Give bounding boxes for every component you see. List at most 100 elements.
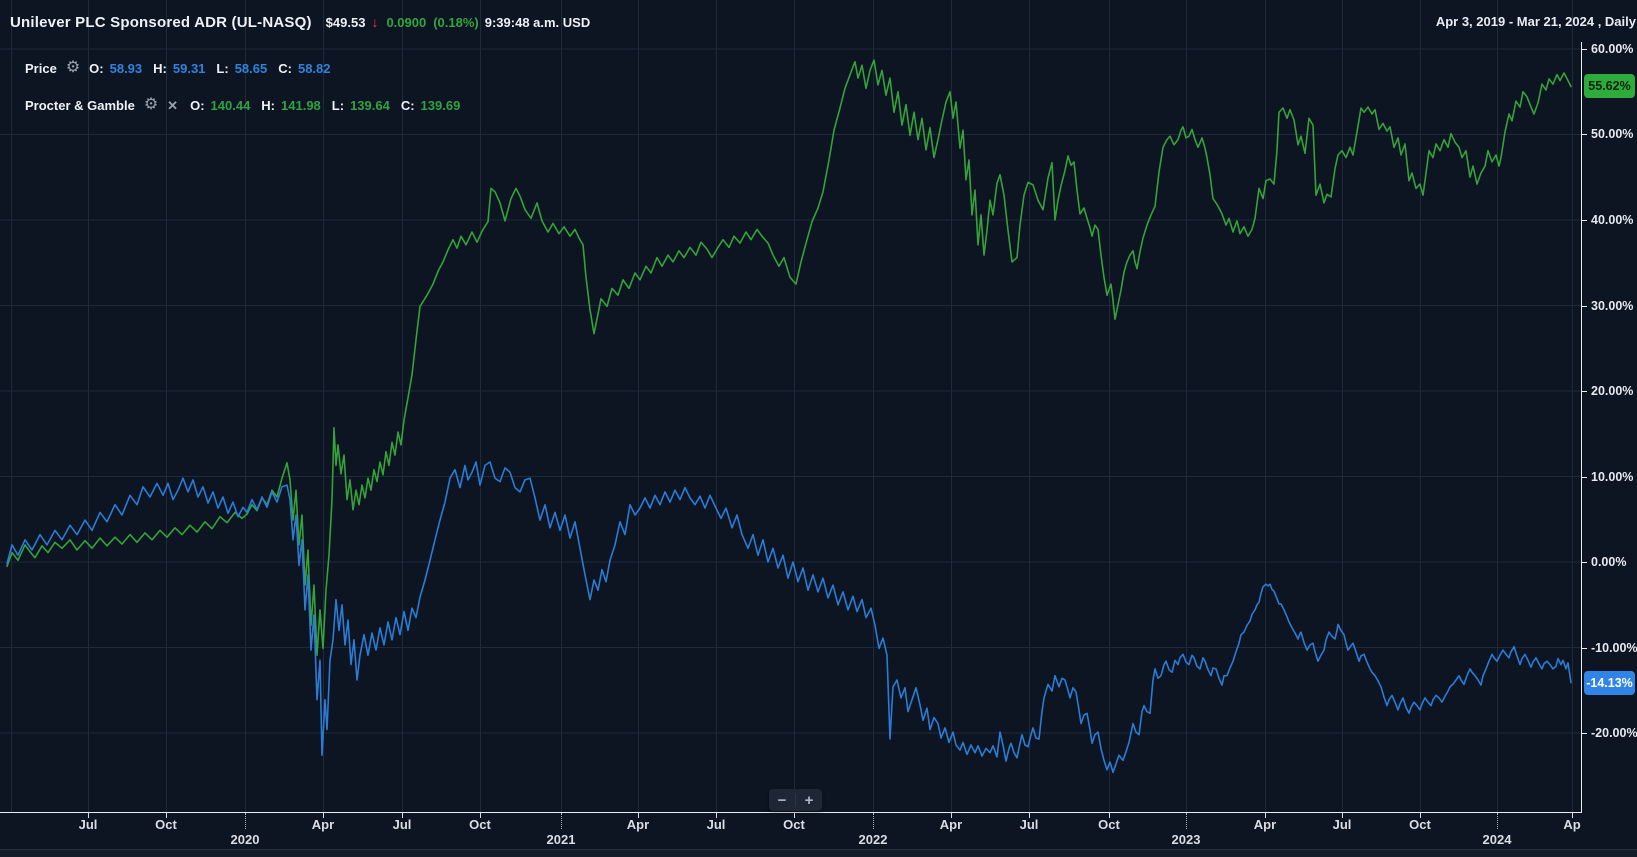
- date-range: Apr 3, 2019 - Mar 21, 2024 , Daily: [1435, 14, 1636, 29]
- h-key: H:: [261, 97, 276, 113]
- c-value: 139.69: [420, 97, 461, 113]
- price-axis-tick: [1582, 391, 1587, 392]
- last-value-badge: 55.62%: [1584, 74, 1635, 98]
- h-key: H:: [153, 60, 167, 76]
- time-axis-tick: [1265, 813, 1266, 818]
- close-icon[interactable]: ✕: [167, 97, 179, 113]
- time-axis-tick: [794, 813, 795, 818]
- month-label: Apr: [1253, 817, 1277, 832]
- zoom-divider: [795, 793, 796, 807]
- price-down-arrow-icon: ↓: [371, 14, 379, 30]
- time-axis-tick: [402, 813, 403, 818]
- month-label: Jul: [392, 817, 412, 832]
- o-value: 58.93: [109, 60, 143, 76]
- year-tick-dotted: [1497, 813, 1498, 829]
- o-key: O:: [190, 97, 205, 113]
- zoom-in-button[interactable]: +: [804, 791, 814, 809]
- quote-time: 9:39:48 a.m. USD: [484, 14, 591, 30]
- l-value: 58.65: [234, 60, 268, 76]
- chart-plot[interactable]: [0, 0, 1581, 812]
- time-axis-tick: [1109, 813, 1110, 818]
- c-value: 58.82: [297, 60, 331, 76]
- o-value: 140.44: [210, 97, 251, 113]
- price-axis-label: 40.00%: [1591, 213, 1634, 227]
- price-change-percent: (0.18%): [433, 14, 479, 30]
- bottom-edge-strip: [0, 849, 1637, 857]
- month-label: Jul: [1019, 817, 1039, 832]
- c-key: C:: [400, 97, 415, 113]
- h-value: 141.98: [281, 97, 321, 113]
- time-axis-tick: [1029, 813, 1030, 818]
- gear-icon[interactable]: ⚙: [65, 59, 81, 76]
- ul-series-line: [6, 461, 1572, 774]
- price-axis-tick: [1582, 648, 1587, 649]
- price-axis-tick: [1582, 562, 1587, 563]
- l-key: L:: [216, 60, 229, 76]
- year-tick-dotted: [1186, 813, 1187, 829]
- time-axis-tick: [88, 813, 89, 818]
- month-label: Apr: [626, 817, 650, 832]
- time-axis-tick: [323, 813, 324, 818]
- month-label: Jul: [706, 817, 726, 832]
- price-axis-label: 60.00%: [1591, 42, 1634, 56]
- time-axis-tick: [166, 813, 167, 818]
- month-label: Apr: [939, 817, 963, 832]
- year-label: 2021: [546, 832, 576, 847]
- compare-ohlc: O: 140.44 H: 141.98 L: 139.64 C: 139.69: [190, 98, 465, 113]
- year-label: 2020: [230, 832, 260, 847]
- gear-icon[interactable]: ⚙: [143, 96, 159, 113]
- year-label: 2022: [858, 832, 888, 847]
- price-axis-tick: [1582, 220, 1587, 221]
- l-value: 139.64: [350, 97, 390, 113]
- price-axis-tick: [1582, 306, 1587, 307]
- price-ohlc: O: 58.93 H: 59.31 L: 58.65 C: 58.82: [89, 61, 335, 76]
- time-axis-tick: [1342, 813, 1343, 818]
- month-label: Oct: [1409, 817, 1431, 832]
- year-tick-dotted: [561, 813, 562, 829]
- year-tick-dotted: [245, 813, 246, 829]
- top-bar: Unilever PLC Sponsored ADR (UL-NASQ) $49…: [0, 0, 1637, 44]
- compare-series-label[interactable]: Procter & Gamble: [25, 97, 135, 113]
- year-label: 2024: [1482, 832, 1512, 847]
- price-axis-label: 20.00%: [1591, 384, 1634, 398]
- time-axis-tick: [1420, 813, 1421, 818]
- price-axis-tick: [1582, 477, 1587, 478]
- year-tick-dotted: [873, 813, 874, 829]
- zoom-control: − +: [769, 789, 822, 811]
- legend-row-compare: Procter & Gamble ⚙ ✕ O: 140.44 H: 141.98 L…: [25, 93, 465, 117]
- chart-legend: Price ⚙ O: 58.93 H: 59.31 L: 58.65 C: 58.82 …: [25, 56, 465, 130]
- zoom-out-button[interactable]: −: [777, 791, 787, 809]
- year-label: 2023: [1171, 832, 1201, 847]
- l-key: L:: [331, 97, 345, 113]
- price-axis-label: -20.00%: [1591, 726, 1637, 740]
- time-axis-tick: [716, 813, 717, 818]
- month-label: Oct: [783, 817, 805, 832]
- o-key: O:: [89, 60, 104, 76]
- symbol-title[interactable]: Unilever PLC Sponsored ADR (UL-NASQ): [10, 13, 312, 31]
- time-axis-tick: [1572, 813, 1573, 818]
- legend-row-price: Price ⚙ O: 58.93 H: 59.31 L: 58.65 C: 58.82: [25, 56, 465, 80]
- price-axis-label: -10.00%: [1591, 641, 1637, 655]
- month-label: Oct: [155, 817, 177, 832]
- price-axis[interactable]: 60.00% 50.00% 40.00% 30.00% 20.00% 10.00% 0.00…: [1581, 42, 1637, 812]
- price-series-label[interactable]: Price: [25, 60, 57, 76]
- month-label: Oct: [469, 817, 491, 832]
- month-label: Apr: [311, 817, 335, 832]
- price-axis-label: 10.00%: [1591, 470, 1634, 484]
- c-key: C:: [278, 60, 292, 76]
- h-value: 59.31: [172, 60, 206, 76]
- month-label: Ap: [1563, 817, 1581, 832]
- pg-series-line: [6, 59, 1572, 656]
- price-axis-label: 50.00%: [1591, 127, 1634, 141]
- price-axis-tick: [1582, 49, 1587, 50]
- time-axis[interactable]: Jul Oct Apr Jul Oct Apr Jul Oct Apr Jul Oct Apr Jul O…: [0, 812, 1637, 849]
- month-label: Jul: [1332, 817, 1352, 832]
- time-axis-tick: [951, 813, 952, 818]
- month-label: Jul: [78, 817, 98, 832]
- price-change-value: 0.0900: [386, 14, 427, 30]
- time-axis-tick: [480, 813, 481, 818]
- last-price: $49.53: [325, 14, 366, 30]
- price-axis-label: 0.00%: [1591, 555, 1627, 569]
- price-axis-tick: [1582, 733, 1587, 734]
